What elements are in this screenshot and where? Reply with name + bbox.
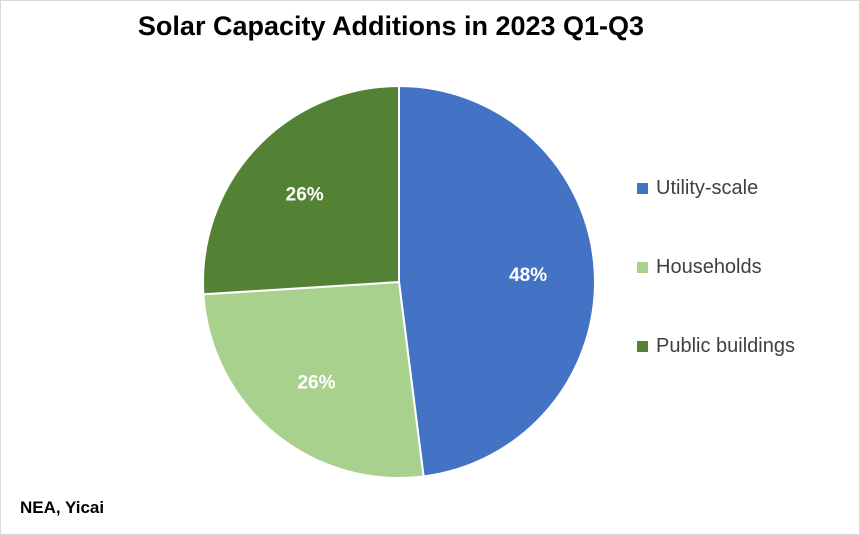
legend-swatch-households: [637, 261, 648, 273]
legend-label-public-buildings: Public buildings: [656, 334, 795, 357]
legend-label-utility-scale: Utility-scale: [656, 176, 759, 199]
pie-slice-public-buildings: [202, 84, 400, 296]
legend-item-utility-scale: Utility-scale: [637, 173, 795, 203]
data-label-utility-scale: 48%: [509, 265, 547, 286]
source-note: NEA, Yicai: [20, 498, 105, 517]
legend: Utility-scale Households Public building…: [637, 173, 795, 410]
legend-swatch-public-buildings: [637, 340, 648, 352]
pie-slice-utility-scale: [398, 84, 596, 478]
data-label-households: 26%: [297, 373, 335, 394]
pie-slice-households: [202, 280, 425, 479]
legend-item-public-buildings: Public buildings: [637, 331, 795, 361]
legend-swatch-utility-scale: [637, 182, 648, 194]
legend-item-households: Households: [637, 252, 795, 282]
data-label-public-buildings: 26%: [286, 184, 324, 205]
chart-title: Solar Capacity Additions in 2023 Q1-Q3: [137, 11, 645, 41]
legend-label-households: Households: [656, 255, 762, 278]
